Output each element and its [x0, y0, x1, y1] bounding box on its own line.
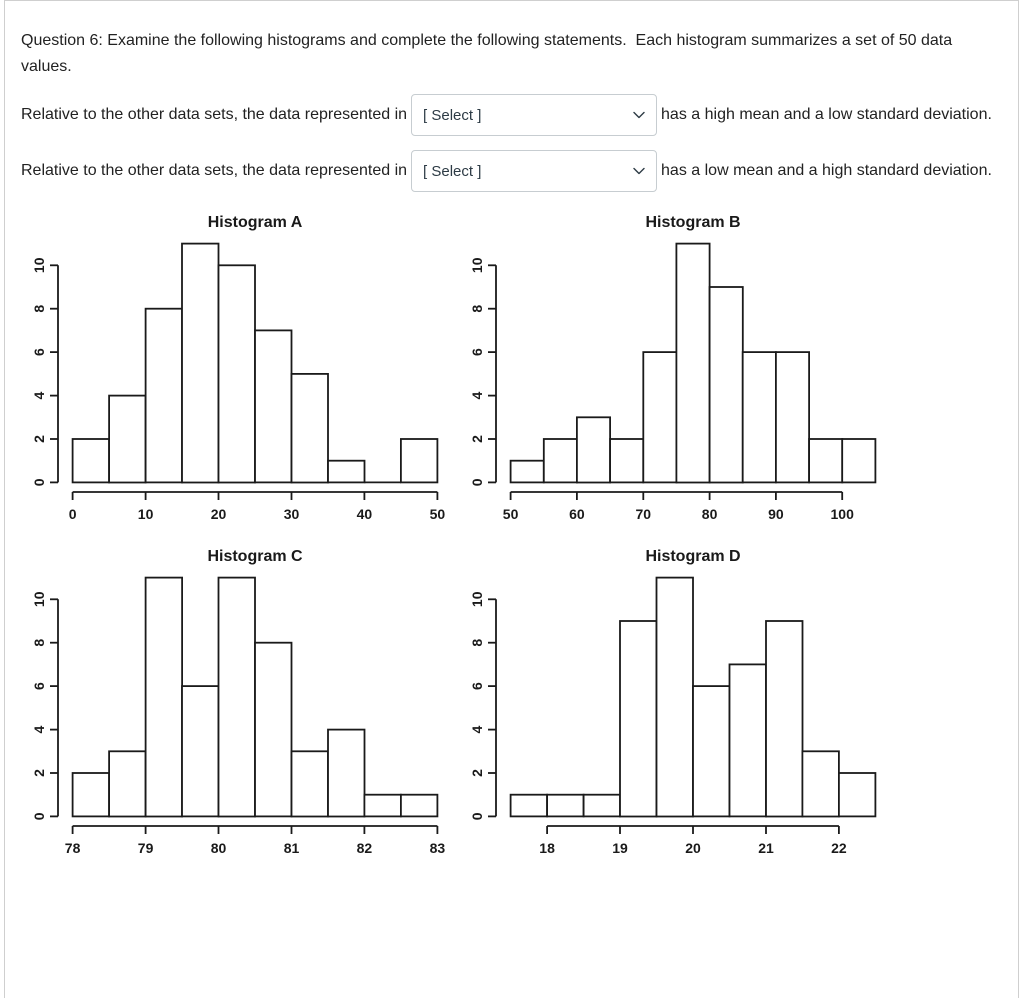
- statement-2-select-wrap: [ Select ]: [411, 150, 658, 193]
- svg-text:90: 90: [768, 506, 784, 522]
- svg-text:2: 2: [31, 435, 47, 443]
- svg-text:79: 79: [138, 840, 154, 856]
- histogram-select-low-mean-high-sd[interactable]: [ Select ]: [411, 150, 658, 193]
- svg-text:78: 78: [65, 840, 81, 856]
- svg-text:10: 10: [31, 591, 47, 607]
- svg-text:2: 2: [469, 769, 485, 777]
- svg-text:0: 0: [69, 506, 77, 522]
- svg-text:0: 0: [31, 478, 47, 486]
- svg-text:60: 60: [569, 506, 585, 522]
- svg-text:50: 50: [430, 506, 446, 522]
- histogram-select-high-mean-low-sd[interactable]: [ Select ]: [411, 94, 658, 137]
- statement-1-prefix: Relative to the other data sets, the dat…: [21, 106, 408, 123]
- histogram-grid: Histogram A 0 10 20 30 40 50 0 2 4 6 8 10 Histogram …: [21, 212, 998, 880]
- svg-text:6: 6: [31, 348, 47, 356]
- svg-text:80: 80: [211, 840, 227, 856]
- histogram-d-chart: Histogram D 18 19 20 21 22 0 2 4 6 8 10: [459, 546, 897, 880]
- svg-text:8: 8: [31, 305, 47, 313]
- svg-text:81: 81: [284, 840, 300, 856]
- histogram-a-chart: Histogram A 0 10 20 30 40 50 0 2 4 6 8 10: [21, 212, 459, 546]
- svg-text:21: 21: [758, 840, 774, 856]
- svg-text:83: 83: [430, 840, 446, 856]
- svg-text:18: 18: [539, 840, 555, 856]
- svg-text:22: 22: [831, 840, 847, 856]
- svg-text:10: 10: [31, 257, 47, 273]
- svg-text:8: 8: [31, 639, 47, 647]
- svg-text:10: 10: [469, 257, 485, 273]
- svg-text:0: 0: [469, 478, 485, 486]
- histogram-c-chart: Histogram C 78 79 80 81 82 83 0 2 4 6 8 10: [21, 546, 459, 880]
- question-text: Question 6: Examine the following histog…: [21, 32, 957, 75]
- histogram-b-chart: Histogram B 50 60 70 80 90 100 0 2 4 6 8 10: [459, 212, 897, 546]
- statement-2: Relative to the other data sets, the dat…: [21, 149, 996, 193]
- svg-text:10: 10: [469, 591, 485, 607]
- svg-text:30: 30: [284, 506, 300, 522]
- statement-1-select-wrap: [ Select ]: [411, 94, 658, 137]
- svg-text:20: 20: [211, 506, 227, 522]
- svg-text:100: 100: [831, 506, 855, 522]
- svg-text:40: 40: [357, 506, 373, 522]
- statement-2-suffix: has a low mean and a high standard devia…: [661, 162, 992, 179]
- svg-text:8: 8: [469, 305, 485, 313]
- svg-text:19: 19: [612, 840, 628, 856]
- svg-text:2: 2: [31, 769, 47, 777]
- svg-text:80: 80: [702, 506, 718, 522]
- svg-text:4: 4: [31, 391, 47, 399]
- chart-title: Histogram C: [207, 548, 303, 565]
- svg-text:0: 0: [469, 812, 485, 820]
- svg-text:10: 10: [138, 506, 154, 522]
- chart-title: Histogram B: [645, 214, 740, 231]
- chart-title: Histogram D: [645, 548, 740, 565]
- svg-text:6: 6: [469, 682, 485, 690]
- svg-text:82: 82: [357, 840, 373, 856]
- statement-1-suffix: has a high mean and a low standard devia…: [661, 106, 992, 123]
- svg-text:50: 50: [503, 506, 519, 522]
- svg-text:2: 2: [469, 435, 485, 443]
- svg-text:6: 6: [31, 682, 47, 690]
- svg-text:20: 20: [685, 840, 701, 856]
- question-panel: Question 6: Examine the following histog…: [4, 0, 1019, 998]
- svg-text:70: 70: [636, 506, 652, 522]
- svg-text:6: 6: [469, 348, 485, 356]
- svg-text:4: 4: [469, 725, 485, 733]
- svg-text:0: 0: [31, 812, 47, 820]
- svg-text:4: 4: [469, 391, 485, 399]
- chart-title: Histogram A: [208, 214, 303, 231]
- svg-text:4: 4: [31, 725, 47, 733]
- statement-1: Relative to the other data sets, the dat…: [21, 93, 996, 137]
- svg-text:8: 8: [469, 639, 485, 647]
- statement-2-prefix: Relative to the other data sets, the dat…: [21, 162, 408, 179]
